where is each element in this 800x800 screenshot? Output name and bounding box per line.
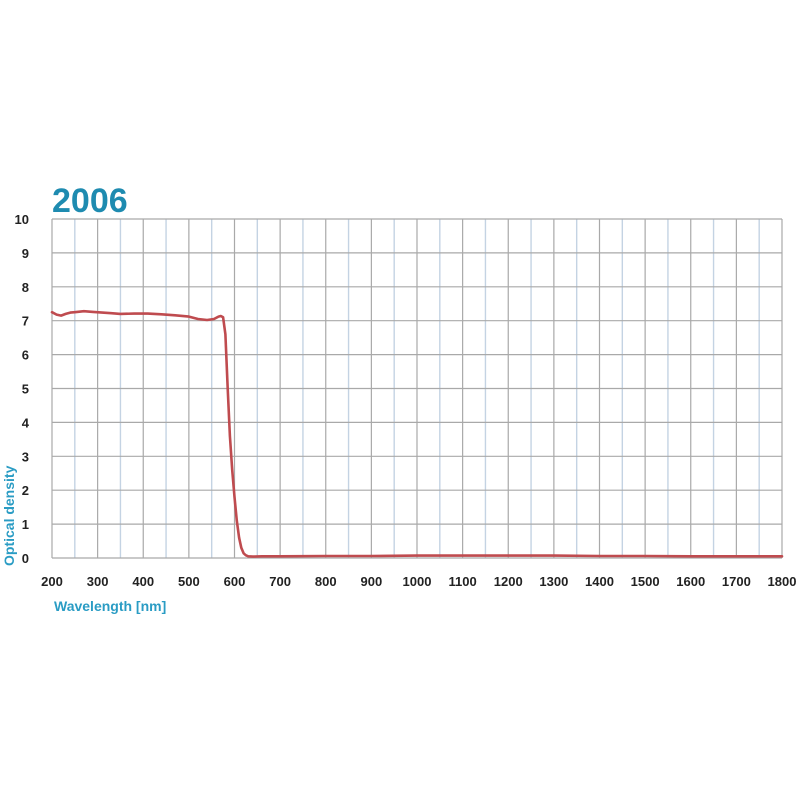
y-tick-label: 9 <box>22 246 29 261</box>
y-tick-label: 1 <box>22 517 29 532</box>
x-tick-label: 700 <box>269 574 291 589</box>
y-tick-labels: 0 1 2 3 4 5 6 7 8 9 10 <box>15 212 30 566</box>
x-axis-label: Wavelength [nm] <box>54 598 166 614</box>
x-tick-label: 900 <box>361 574 383 589</box>
chart-title: 2006 <box>52 182 128 220</box>
y-tick-label: 3 <box>22 449 29 464</box>
x-tick-label: 1400 <box>585 574 614 589</box>
x-tick-labels: 200 300 400 500 600 700 800 900 1000 1100 1200 1300… <box>41 574 796 589</box>
y-tick-label: 0 <box>22 551 29 566</box>
x-tick-label: 200 <box>41 574 63 589</box>
x-tick-label: 1600 <box>676 574 705 589</box>
y-tick-label: 6 <box>22 348 29 363</box>
x-tick-label: 1500 <box>631 574 660 589</box>
x-tick-label: 300 <box>87 574 109 589</box>
x-tick-label: 1200 <box>494 574 523 589</box>
x-tick-label: 1800 <box>768 574 797 589</box>
y-tick-label: 7 <box>22 314 29 329</box>
y-tick-label: 2 <box>22 483 29 498</box>
y-tick-label: 4 <box>22 415 30 430</box>
x-tick-label: 400 <box>132 574 154 589</box>
grid <box>51 218 783 559</box>
x-tick-label: 1100 <box>449 574 477 589</box>
x-tick-label: 1300 <box>539 574 568 589</box>
x-tick-label: 500 <box>178 574 200 589</box>
y-axis-label: Optical density <box>1 465 17 566</box>
y-tick-label: 8 <box>22 280 29 295</box>
x-tick-label: 1000 <box>403 574 432 589</box>
y-tick-label: 5 <box>22 382 29 397</box>
x-tick-label: 800 <box>315 574 337 589</box>
y-tick-label: 10 <box>15 212 29 227</box>
x-tick-label: 600 <box>224 574 246 589</box>
x-tick-label: 1700 <box>722 574 751 589</box>
series-layer <box>50 309 784 558</box>
series-line <box>50 309 784 558</box>
